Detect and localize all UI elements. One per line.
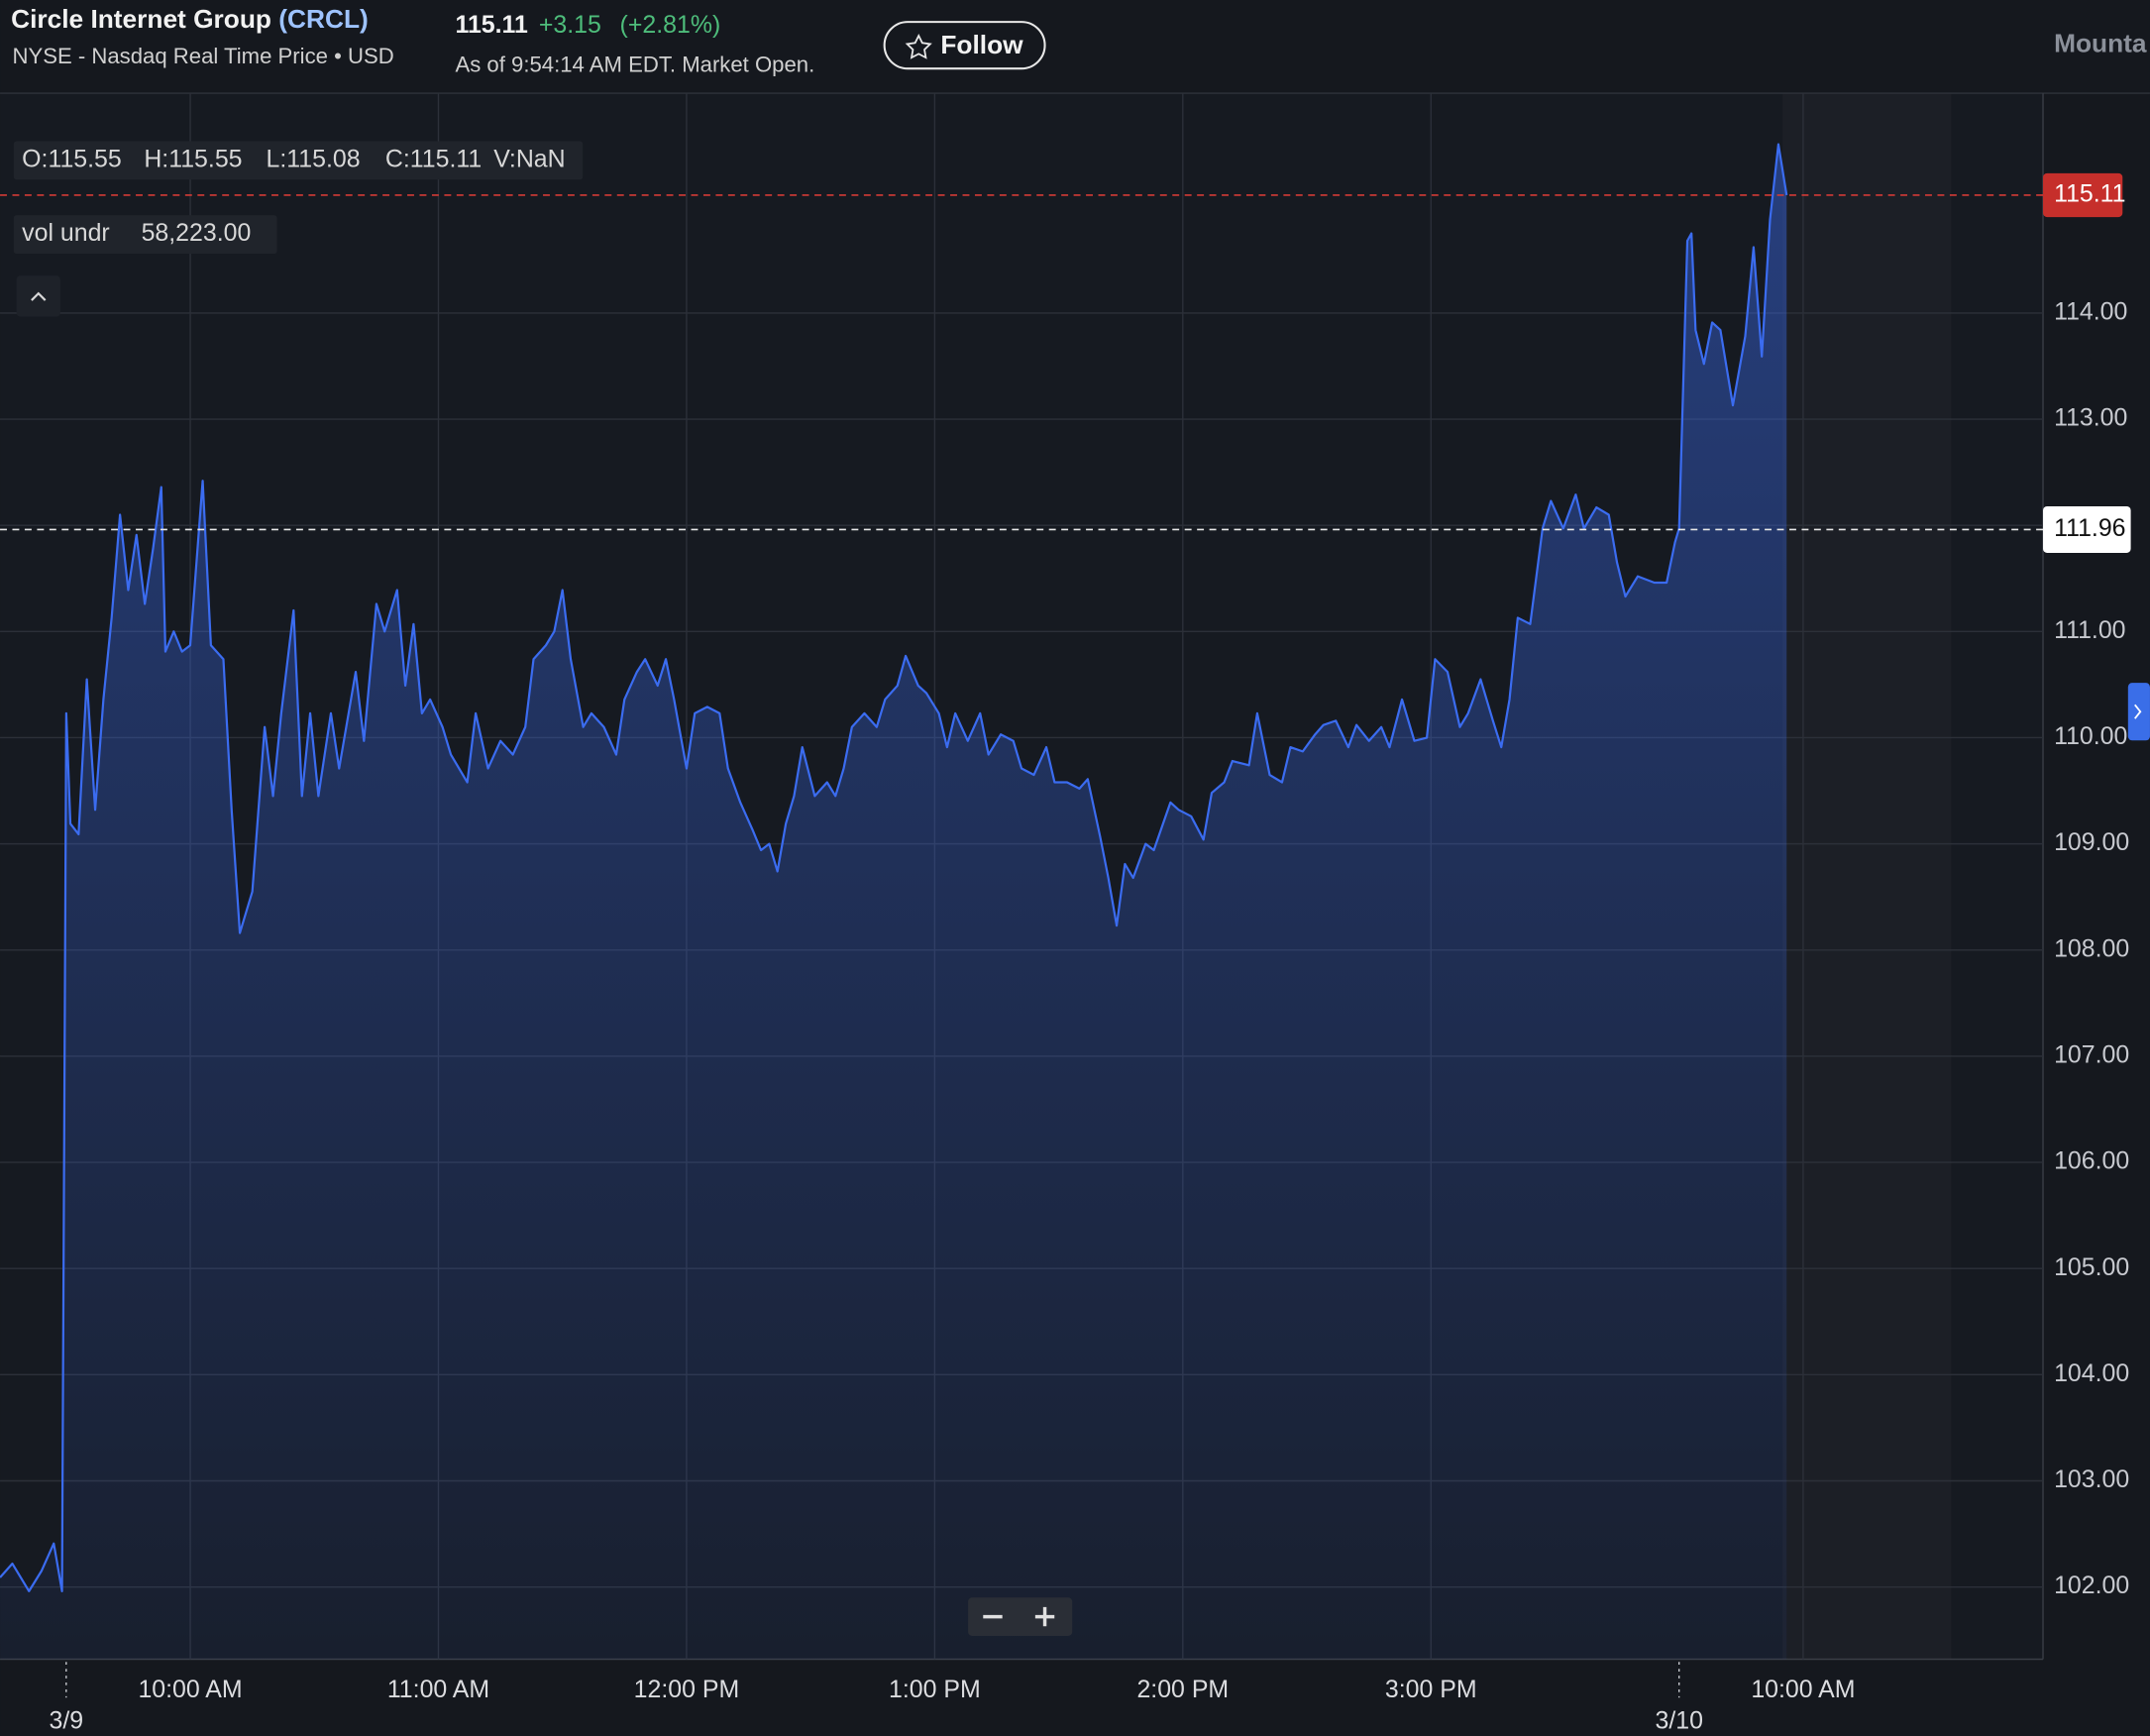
labels: 102.00 103.00 104.00 105.00 106.00 107.00 108.… [50, 172, 2131, 1735]
y-tick-label: 102.00 [2054, 1572, 2129, 1599]
caret-icon[interactable] [31, 291, 47, 301]
y-tick-label: 109.00 [2054, 828, 2129, 856]
date-tick-label: 3/9 [50, 1707, 84, 1735]
y-tick-label: 104.00 [2054, 1359, 2129, 1387]
x-tick-label: 11:00 AM [387, 1676, 489, 1703]
zoom-controls[interactable] [968, 1597, 1073, 1636]
follow-button[interactable]: Follow [883, 21, 1046, 70]
price: 115.11 [455, 11, 528, 39]
x-tick-label: 3:00 PM [1385, 1676, 1477, 1703]
ohlc-volume: V:NaN [493, 145, 565, 172]
ticker: (CRCL) [278, 4, 369, 34]
price-line [0, 143, 1788, 1592]
x-tick-label: 2:00 PM [1136, 1676, 1229, 1703]
y-tick-label: 114.00 [2054, 297, 2127, 325]
change: +3.15 [539, 11, 601, 39]
as-of: As of 9:54:14 AM EDT. Market Open. [455, 52, 814, 76]
last-price-tag [2043, 172, 2123, 218]
area-fill [0, 144, 1787, 1660]
date-tick-label: 3/10 [1655, 1707, 1702, 1735]
ohlc-box [13, 141, 584, 180]
y-tick-label: 113.00 [2054, 404, 2127, 432]
prev-close-label: 111.96 [2054, 514, 2125, 542]
collapse-button[interactable] [16, 275, 60, 317]
vol-value: 58,223.00 [142, 219, 252, 247]
star-icon[interactable] [905, 33, 932, 59]
x-tick-label: 12:00 PM [634, 1676, 740, 1703]
zoom-in[interactable] [1034, 1606, 1055, 1627]
follow-button-border[interactable] [883, 21, 1046, 70]
last-price-label: 115.11 [2054, 180, 2125, 208]
company-name: Circle Internet Group [11, 4, 271, 34]
collapse-button-bg[interactable] [16, 275, 60, 317]
side-tab-icon[interactable] [2134, 704, 2142, 719]
y-tick-label: 110.00 [2054, 722, 2127, 750]
x-tick-label: 1:00 PM [889, 1676, 981, 1703]
y-tick-label: 108.00 [2054, 934, 2129, 962]
timezone[interactable]: Mounta [2054, 29, 2147, 58]
x-tick-label: 10:00 AM [138, 1676, 242, 1703]
company-name: Circle Internet Group (CRCL) [11, 4, 369, 34]
y-tick-label: 105.00 [2054, 1253, 2129, 1281]
y-tick-label: 103.00 [2054, 1465, 2129, 1493]
y-tick-label: 107.00 [2054, 1040, 2129, 1068]
marks [0, 143, 2044, 1660]
vol-label: vol undr [22, 219, 110, 247]
ohlc-high: H:115.55 [144, 145, 242, 172]
ohlc-low: L:115.08 [267, 145, 361, 172]
prev-close-tag [2043, 505, 2131, 553]
vol-box [13, 215, 277, 255]
change-pct: (+2.81%) [620, 11, 721, 39]
follow-label[interactable]: Follow [940, 30, 1023, 59]
ohlc-open: O:115.55 [22, 145, 122, 172]
ohlc-close: C:115.11 [385, 145, 482, 172]
y-tick-label: 106.00 [2054, 1147, 2129, 1175]
side-tab[interactable] [2127, 683, 2150, 741]
x-tick-label: 10:00 AM [1751, 1676, 1855, 1703]
future-zone [1782, 93, 1952, 1660]
y-tick-label: 111.00 [2054, 616, 2125, 644]
exchange: NYSE - Nasdaq Real Time Price • USD [12, 44, 393, 68]
